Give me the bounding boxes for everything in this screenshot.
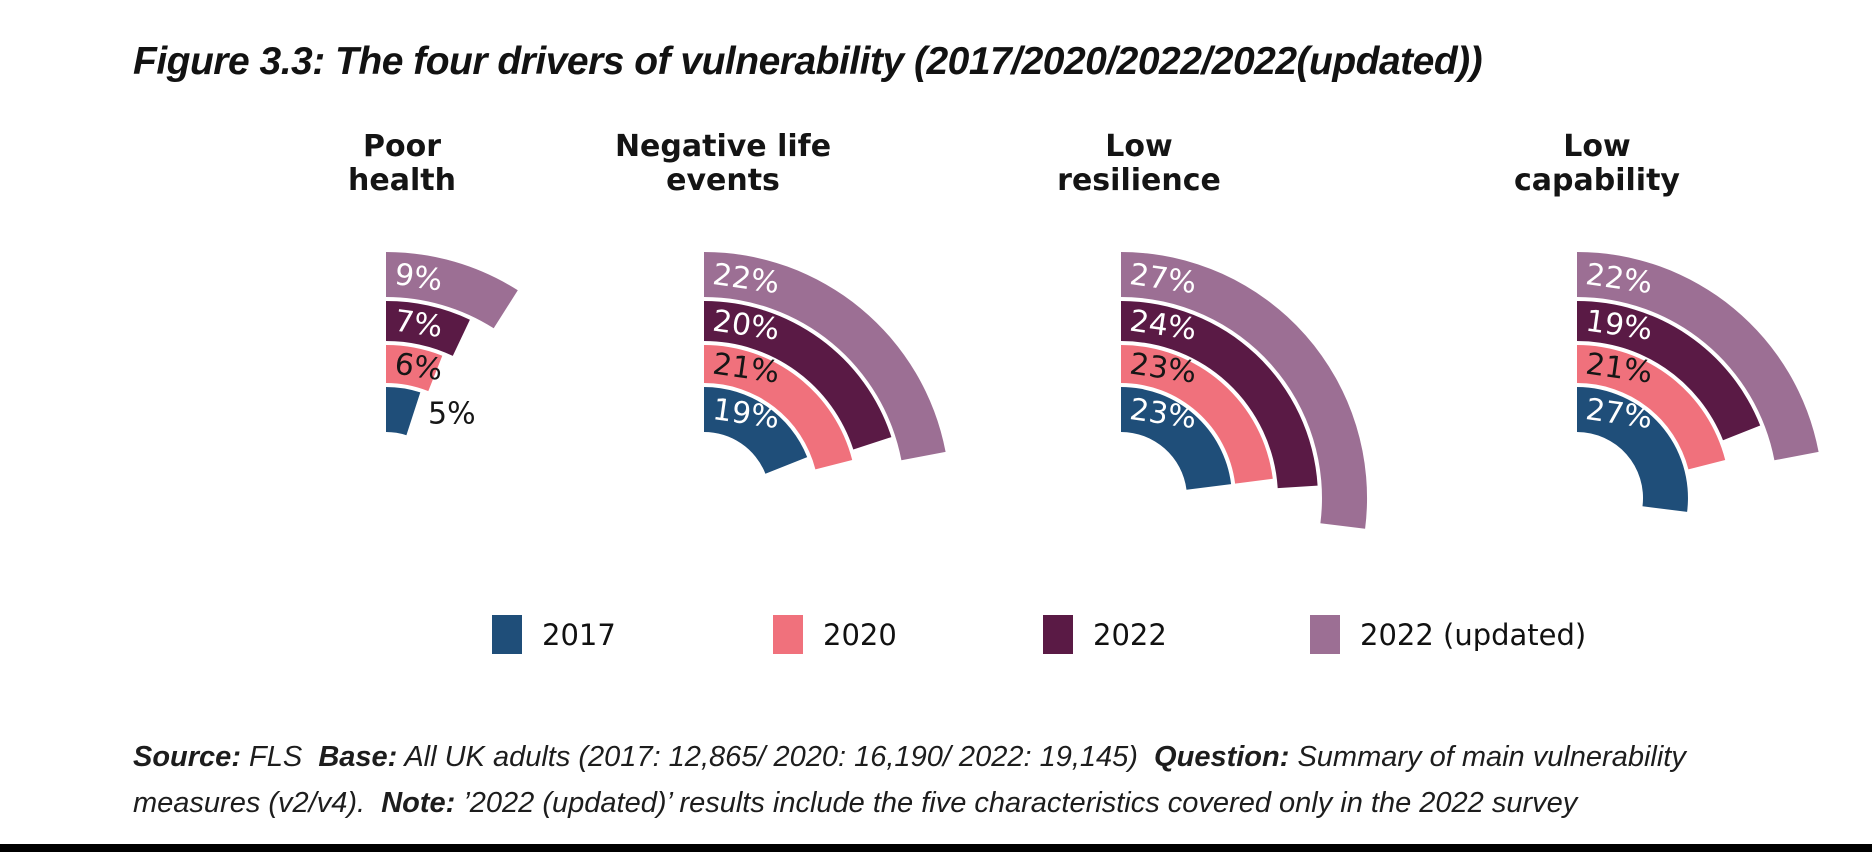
chart-title-low-capability: Low capability: [1514, 129, 1680, 198]
legend-label: 2022: [1093, 617, 1167, 652]
arc-low-capability-2017: [1577, 387, 1688, 512]
arc-negative-life-events-2022-(updated): [704, 252, 946, 461]
arc-low-resilience-2022: [1121, 301, 1318, 489]
chart-title-low-resilience: Low resilience: [1057, 129, 1221, 198]
chart-title-negative-life-events: Negative life events: [614, 129, 832, 198]
arc-low-resilience-2020: [1121, 345, 1273, 484]
legend-item-2022: 2022: [1043, 615, 1167, 654]
arc-low-capability-2020: [1577, 345, 1726, 470]
legend-swatch-2022: [1043, 615, 1073, 654]
legend-label: 2017: [542, 617, 616, 652]
legend-item-2017: 2017: [492, 615, 616, 654]
legend-swatch-2020: [773, 615, 803, 654]
source-note: Source: FLS Base: All UK adults (2017: 1…: [133, 734, 1693, 826]
arc-poor-health-2020: [386, 344, 443, 392]
arc-negative-life-events-2020: [704, 345, 853, 470]
legend-item-2020: 2020: [773, 615, 897, 654]
figure-title: Figure 3.3: The four drivers of vulnerab…: [133, 40, 1483, 83]
chart-title-poor-health: Poor health: [348, 129, 456, 198]
legend-item-2022-updated: 2022 (updated): [1310, 615, 1586, 654]
arc-low-capability-2022: [1577, 301, 1761, 441]
arc-poor-health-2022: [386, 300, 470, 356]
legend-swatch-2017: [492, 615, 522, 654]
arc-negative-life-events-2017: [704, 386, 808, 474]
legend-label: 2022 (updated): [1360, 617, 1587, 652]
arc-poor-health-2017: [386, 386, 421, 436]
arc-value-label: 7%: [393, 304, 445, 345]
source-note-line: measures (v2/v4). Note: ’2022 (updated)’…: [133, 787, 1578, 819]
legend-label: 2020: [823, 617, 897, 652]
arc-low-capability-2022-(updated): [1577, 252, 1819, 461]
arc-low-resilience-2017: [1121, 387, 1232, 490]
legend-swatch-2022-updated: [1310, 615, 1340, 654]
arc-low-resilience-2022-(updated): [1121, 252, 1368, 529]
arc-value-label: 5%: [428, 397, 476, 432]
arc-value-label: 9%: [393, 257, 445, 298]
chart-legend: 2017 2020 2022 2022 (updated): [0, 615, 1872, 657]
source-note-line: Source: FLS Base: All UK adults (2017: 1…: [133, 741, 1686, 773]
arc-value-label: 6%: [393, 347, 445, 388]
arc-negative-life-events-2022: [704, 300, 892, 450]
arc-poor-health-2022-(updated): [386, 252, 518, 329]
bottom-rule: [0, 844, 1872, 852]
